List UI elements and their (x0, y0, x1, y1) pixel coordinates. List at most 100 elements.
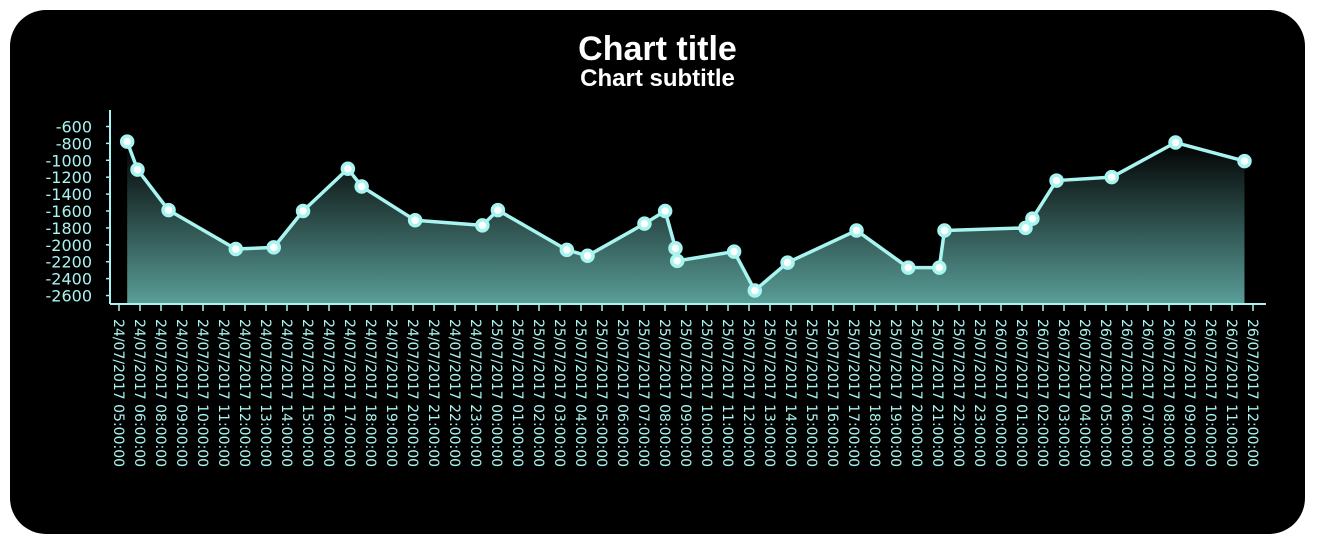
x-tick-label: 25/07/2017 06:00:00 (614, 319, 630, 467)
data-point (161, 202, 176, 218)
x-tick-label: 26/07/2017 02:00:00 (1034, 319, 1050, 467)
x-tick-label: 26/07/2017 09:00:00 (1181, 319, 1197, 467)
x-tick-label: 26/07/2017 10:00:00 (1202, 319, 1218, 467)
data-point (669, 253, 685, 269)
y-tick-label: -800 (56, 134, 92, 153)
x-tick-label: 25/07/2017 10:00:00 (698, 319, 714, 467)
x-tick-label: 25/07/2017 14:00:00 (782, 319, 798, 467)
data-point (1018, 220, 1033, 236)
x-tick-label: 26/07/2017 00:00:00 (992, 319, 1008, 467)
x-tick-label: 24/07/2017 15:00:00 (299, 319, 315, 467)
x-tick-label: 25/07/2017 08:00:00 (656, 319, 672, 467)
x-tick-label: 25/07/2017 09:00:00 (677, 319, 693, 467)
x-tick-label: 24/07/2017 11:00:00 (215, 319, 231, 467)
area-chart: -600-800-1000-1200-1400-1600-1800-2000-2… (46, 110, 1266, 467)
x-tick-label: 25/07/2017 01:00:00 (509, 319, 525, 467)
x-tick-label: 26/07/2017 06:00:00 (1118, 319, 1134, 467)
y-tick-label: -1200 (46, 168, 93, 187)
data-point (901, 260, 916, 275)
x-tick-label: 26/07/2017 11:00:00 (1223, 319, 1239, 467)
x-tick-label: 24/07/2017 20:00:00 (404, 319, 420, 467)
data-point (1237, 153, 1252, 169)
data-point (780, 255, 795, 270)
x-tick-label: 25/07/2017 00:00:00 (488, 319, 504, 467)
x-tick-label: 24/07/2017 06:00:00 (131, 319, 147, 467)
data-point (668, 240, 683, 256)
x-tick-label: 25/07/2017 11:00:00 (719, 319, 735, 467)
data-point (130, 162, 145, 177)
x-tick-label: 25/07/2017 12:00:00 (740, 319, 756, 467)
y-tick-label: -2600 (46, 287, 93, 306)
data-point (637, 216, 652, 231)
x-tick-label: 24/07/2017 12:00:00 (236, 319, 252, 467)
data-point (295, 203, 311, 219)
x-tick-label: 26/07/2017 07:00:00 (1139, 319, 1155, 467)
data-point (354, 179, 369, 194)
data-point (932, 260, 947, 275)
x-tick-label: 25/07/2017 18:00:00 (866, 319, 882, 467)
x-tick-label: 25/07/2017 23:00:00 (971, 319, 987, 467)
y-tick-label: -1000 (46, 151, 93, 170)
y-tick-label: -1800 (46, 219, 93, 238)
data-point (340, 161, 356, 176)
data-point (726, 244, 742, 259)
x-tick-label: 24/07/2017 18:00:00 (362, 319, 378, 467)
x-tick-label: 25/07/2017 02:00:00 (530, 319, 546, 467)
y-tick-label: -2200 (46, 253, 93, 272)
x-tick-label: 25/07/2017 17:00:00 (845, 319, 861, 467)
data-point (266, 240, 281, 255)
x-tick-label: 24/07/2017 10:00:00 (194, 319, 210, 467)
data-point (937, 223, 952, 238)
x-tick-label: 25/07/2017 22:00:00 (950, 319, 966, 467)
chart-title: Chart title (578, 30, 737, 68)
data-point (228, 241, 244, 257)
data-point (559, 242, 575, 258)
data-point (657, 203, 673, 219)
x-tick-label: 24/07/2017 08:00:00 (152, 319, 168, 467)
data-point (849, 223, 864, 238)
x-tick-label: 25/07/2017 20:00:00 (908, 319, 924, 467)
y-tick-label: -2000 (46, 236, 93, 255)
data-point (1104, 169, 1119, 185)
x-tick-label: 24/07/2017 16:00:00 (320, 319, 336, 467)
y-tick-label: -1400 (46, 185, 93, 204)
area-fill (127, 141, 1245, 304)
x-tick-label: 24/07/2017 13:00:00 (257, 319, 273, 467)
x-tick-label: 26/07/2017 01:00:00 (1013, 319, 1029, 467)
x-tick-label: 25/07/2017 07:00:00 (635, 319, 651, 467)
x-tick-label: 25/07/2017 19:00:00 (887, 319, 903, 467)
x-tick-label: 25/07/2017 16:00:00 (824, 319, 840, 467)
data-point (407, 213, 423, 228)
x-tick-label: 25/07/2017 05:00:00 (593, 319, 609, 467)
chart-card: Chart title Chart subtitle -600 -800 -1000… (10, 10, 1305, 534)
x-tick-label: 26/07/2017 08:00:00 (1160, 319, 1176, 467)
y-tick-label: -1600 (46, 202, 93, 221)
y-tick-label: -2400 (46, 270, 93, 289)
data-point (475, 218, 490, 233)
x-tick-label: 24/07/2017 23:00:00 (467, 319, 483, 467)
data-point (490, 202, 506, 218)
x-tick-label: 25/07/2017 21:00:00 (929, 319, 945, 467)
data-point (580, 248, 595, 264)
x-tick-label: 24/07/2017 14:00:00 (278, 319, 294, 467)
x-tick-label: 25/07/2017 15:00:00 (803, 319, 819, 467)
x-tick-label: 24/07/2017 22:00:00 (446, 319, 462, 467)
x-tick-label: 26/07/2017 12:00:00 (1244, 319, 1260, 467)
x-tick-label: 24/07/2017 17:00:00 (341, 319, 357, 467)
x-tick-label: 26/07/2017 04:00:00 (1076, 319, 1092, 467)
x-tick-label: 26/07/2017 03:00:00 (1055, 319, 1071, 467)
x-tick-label: 26/07/2017 05:00:00 (1097, 319, 1113, 467)
x-tick-label: 24/07/2017 19:00:00 (383, 319, 399, 467)
x-tick-label: 25/07/2017 13:00:00 (761, 319, 777, 467)
data-point (1049, 173, 1064, 188)
data-point (119, 134, 135, 149)
x-tick-label: 25/07/2017 04:00:00 (572, 319, 588, 467)
data-point (1025, 211, 1040, 226)
x-tick-label: 24/07/2017 21:00:00 (425, 319, 441, 467)
data-point (1168, 135, 1183, 150)
x-tick-label: 24/07/2017 05:00:00 (110, 319, 126, 467)
x-tick-label: 25/07/2017 03:00:00 (551, 319, 567, 467)
x-tick-label: 24/07/2017 09:00:00 (173, 319, 189, 467)
data-point (747, 283, 763, 298)
y-tick-label: -600 (56, 117, 92, 136)
